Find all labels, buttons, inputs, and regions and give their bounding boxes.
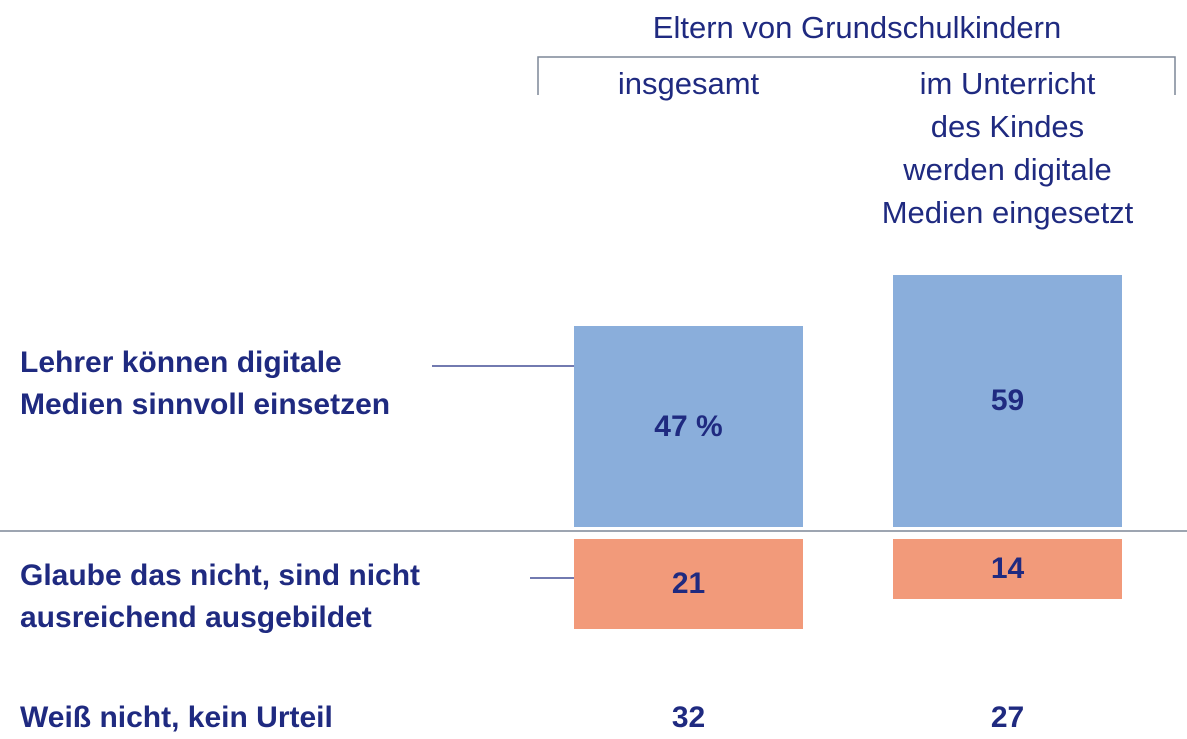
- group-label: Eltern von Grundschulkindern: [652, 10, 1062, 45]
- series-label: Glaube das nicht, sind nicht ausreichend…: [20, 559, 421, 634]
- row-label: Weiß nicht, kein Urteil: [20, 701, 333, 734]
- value-label: 21: [671, 566, 706, 600]
- value-label: 14: [990, 551, 1025, 585]
- series-label: Lehrer können digitale Medien sinnvoll e…: [20, 346, 391, 421]
- bar: [574, 326, 803, 527]
- group-bracket: [537, 56, 1176, 95]
- value-label: 47 %: [654, 409, 723, 443]
- row-value: 27: [990, 701, 1025, 734]
- category-label: insgesamt: [617, 66, 760, 101]
- bar: [574, 539, 803, 629]
- category-label: im Unterricht des Kindes werden digitale…: [881, 66, 1134, 230]
- row-value: 32: [671, 701, 706, 734]
- value-label: 59: [990, 384, 1025, 418]
- bar: [893, 275, 1122, 527]
- bar: [893, 539, 1122, 599]
